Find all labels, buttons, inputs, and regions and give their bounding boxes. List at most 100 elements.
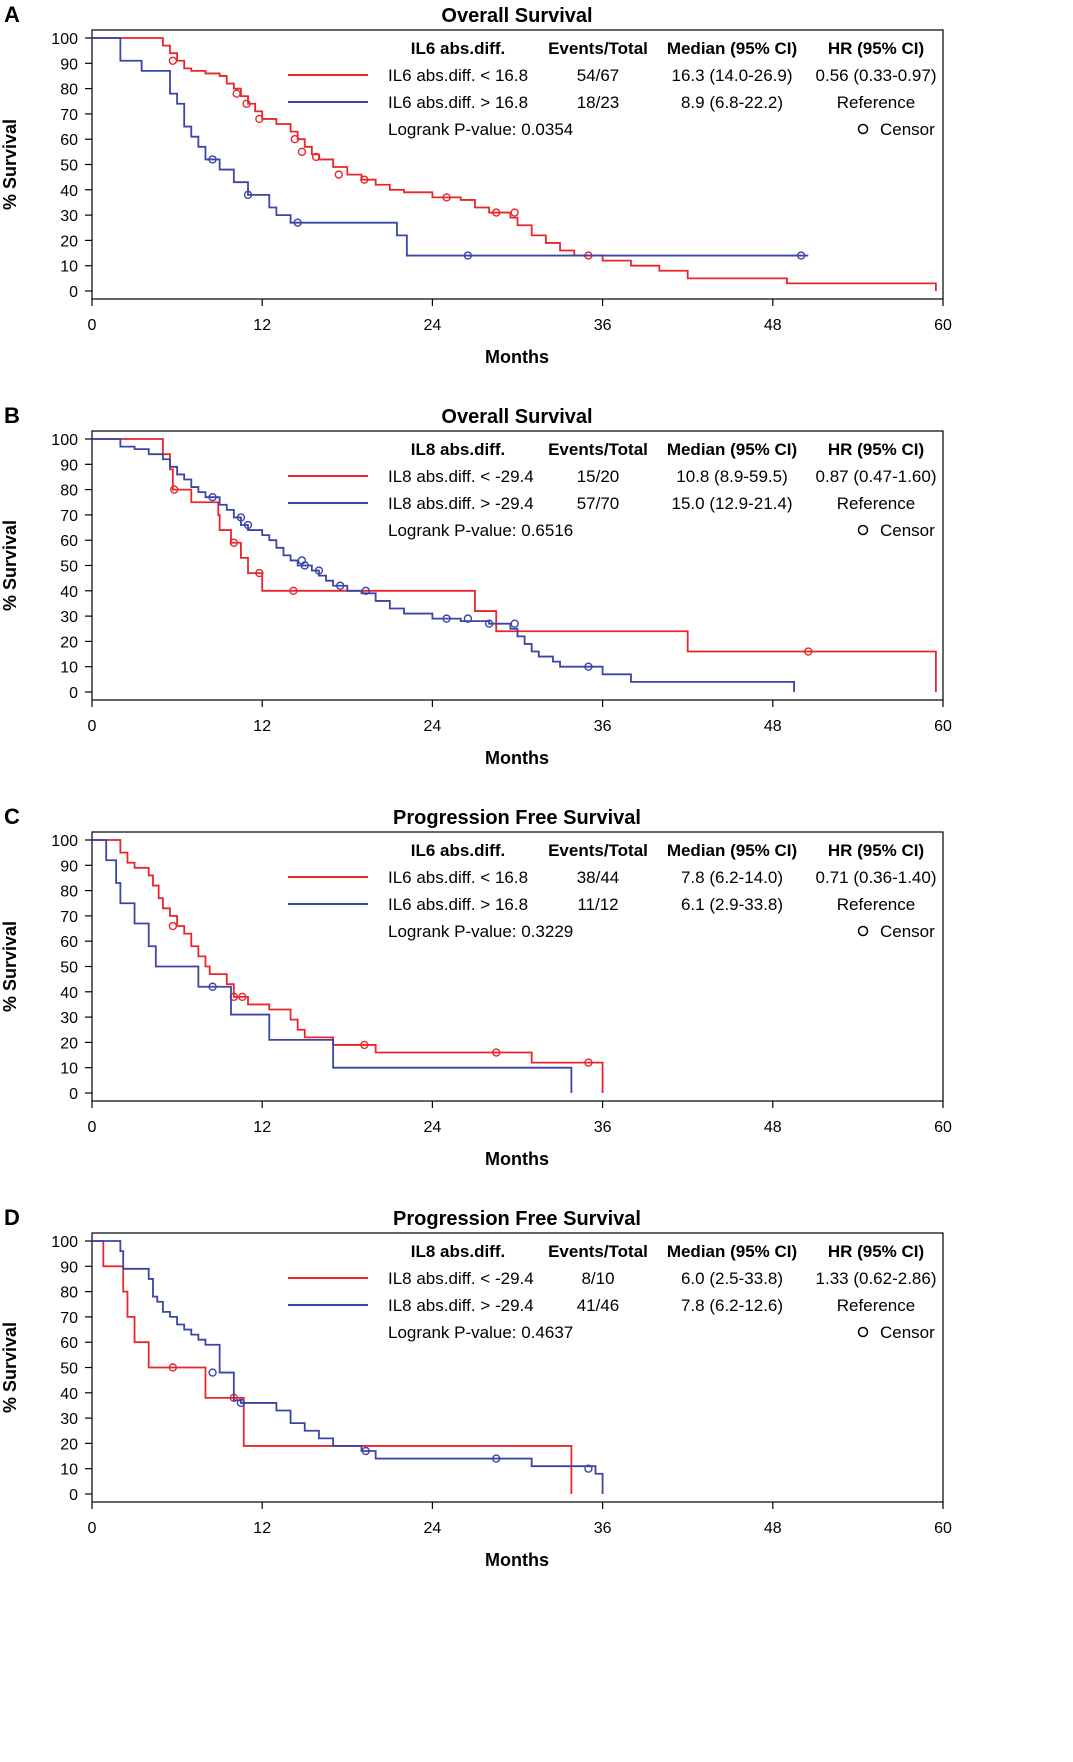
y-tick-label: 70	[60, 508, 78, 525]
km-curve	[92, 1240, 604, 1494]
km-curve	[92, 1240, 573, 1494]
legend-hr: Reference	[837, 494, 915, 513]
y-tick-label: 90	[60, 457, 78, 474]
censor-marker	[168, 921, 178, 931]
legend-hr: Reference	[837, 1296, 915, 1315]
panel-a: A Overall Survival 0 10 20 30 40 50 60 70 80 90 100 0…	[0, 0, 1073, 440]
censor-marker	[236, 513, 246, 522]
x-tick-label: 36	[594, 1520, 612, 1537]
y-tick-label: 10	[60, 660, 78, 677]
x-tick-label: 60	[934, 317, 952, 334]
legend-median: 8.9 (6.8-22.2)	[681, 93, 783, 112]
legend-header-events: Events/Total	[548, 1242, 648, 1261]
legend-header-events: Events/Total	[548, 440, 648, 459]
censor-marker	[584, 1464, 593, 1473]
censor-marker	[804, 647, 813, 656]
censor-marker	[208, 492, 217, 502]
censor-marker	[492, 1454, 501, 1463]
censor-legend-marker	[857, 524, 869, 536]
censor-marker	[492, 1048, 501, 1057]
y-tick-label: 30	[60, 1411, 78, 1428]
y-tick-label: 50	[60, 1361, 78, 1378]
censor-marker	[243, 190, 253, 200]
x-axis-label: Months	[485, 748, 549, 768]
censor-marker	[510, 619, 519, 628]
censor-marker	[584, 1058, 593, 1067]
km-curve	[92, 37, 937, 291]
legend-header-hr: HR (95% CI)	[828, 440, 924, 459]
panel-letter: D	[4, 1205, 20, 1230]
y-tick-label: 100	[51, 1234, 78, 1251]
censor-legend-marker	[857, 1326, 869, 1338]
censor-marker	[463, 251, 473, 260]
y-tick-label: 40	[60, 183, 78, 200]
x-tick-label: 12	[253, 718, 271, 735]
y-tick-label: 40	[60, 584, 78, 601]
legend-median: 7.8 (6.2-14.0)	[681, 868, 783, 887]
legend-header-group: IL8 abs.diff.	[411, 1242, 505, 1261]
panel-letter: C	[4, 804, 20, 829]
y-tick-label: 20	[60, 1436, 78, 1453]
censor-marker	[442, 193, 451, 202]
censor-marker	[510, 208, 519, 217]
logrank-p-value: Logrank P-value: 0.6516	[388, 521, 573, 540]
y-tick-label: 20	[60, 233, 78, 250]
km-curve	[92, 839, 573, 1093]
y-tick-label: 50	[60, 158, 78, 175]
y-tick-label: 90	[60, 858, 78, 875]
censor-marker	[243, 520, 253, 530]
x-tick-label: 0	[88, 1119, 97, 1136]
km-chart-b: B Overall Survival 0 10 20 30 40 50 60 70 80 90 100 0…	[0, 403, 952, 768]
y-tick-label: 90	[60, 1259, 78, 1276]
legend-series-name: IL8 abs.diff. > -29.4	[388, 1296, 534, 1315]
x-tick-label: 36	[594, 718, 612, 735]
censor-marker	[208, 155, 217, 164]
legend-events-total: 54/67	[577, 66, 620, 85]
legend-hr: 0.56 (0.33-0.97)	[816, 66, 937, 85]
censor-marker	[314, 566, 324, 575]
legend-hr: 0.87 (0.47-1.60)	[816, 467, 937, 486]
y-tick-label: 80	[60, 82, 78, 99]
x-tick-label: 48	[764, 718, 782, 735]
legend-series-name: IL8 abs.diff. > -29.4	[388, 494, 534, 513]
x-axis-label: Months	[485, 1550, 549, 1570]
censor-marker	[255, 568, 264, 578]
chart-title: Progression Free Survival	[393, 807, 641, 829]
km-curve	[92, 37, 809, 257]
legend-hr: Reference	[837, 93, 915, 112]
legend-header-hr: HR (95% CI)	[828, 39, 924, 58]
legend-events-total: 18/23	[577, 93, 620, 112]
x-axis-label: Months	[485, 1149, 549, 1169]
censor-marker	[361, 1446, 370, 1456]
legend-events-total: 57/70	[577, 494, 620, 513]
censor-marker	[492, 208, 501, 217]
x-tick-label: 36	[594, 317, 612, 334]
y-tick-label: 30	[60, 208, 78, 225]
censor-marker	[584, 662, 593, 671]
censor-marker	[289, 586, 298, 596]
legend-header-median: Median (95% CI)	[667, 39, 797, 58]
censor-marker	[229, 538, 239, 547]
legend-series-name: IL8 abs.diff. < -29.4	[388, 1269, 534, 1288]
censor-marker	[208, 982, 217, 991]
censor-marker	[300, 561, 309, 570]
censor-marker	[334, 170, 343, 179]
legend-median: 6.0 (2.5-33.8)	[681, 1269, 783, 1288]
km-chart-c: C Progression Free Survival 0 10 20 30 40 50 60 7…	[0, 804, 952, 1169]
logrank-p-value: Logrank P-value: 0.4637	[388, 1323, 573, 1342]
y-tick-label: 30	[60, 1010, 78, 1027]
y-tick-label: 10	[60, 1462, 78, 1479]
legend-header-hr: HR (95% CI)	[828, 1242, 924, 1261]
legend-header-events: Events/Total	[548, 39, 648, 58]
y-tick-label: 60	[60, 132, 78, 149]
y-tick-label: 70	[60, 107, 78, 124]
y-tick-label: 50	[60, 960, 78, 977]
x-tick-label: 60	[934, 1119, 952, 1136]
panel-letter: A	[4, 2, 20, 27]
legend-header-median: Median (95% CI)	[667, 440, 797, 459]
censor-marker	[168, 56, 178, 65]
censor-marker	[361, 586, 370, 596]
y-tick-label: 10	[60, 259, 78, 276]
y-tick-label: 100	[51, 833, 78, 850]
y-tick-label: 20	[60, 1035, 78, 1052]
